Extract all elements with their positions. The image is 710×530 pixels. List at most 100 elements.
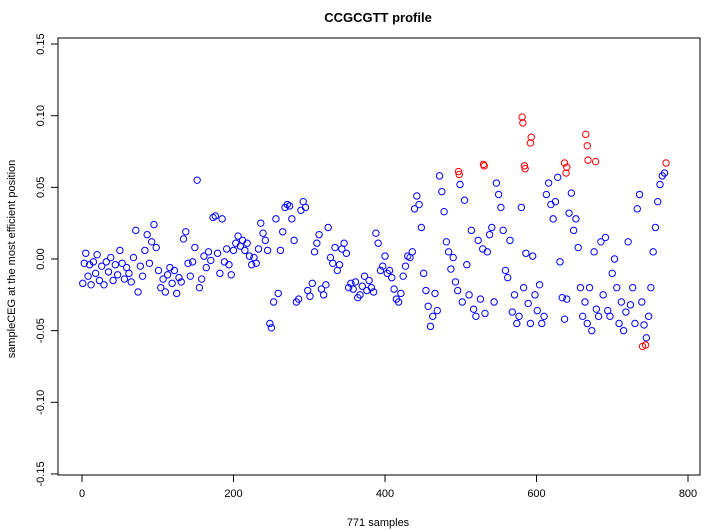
data-point-normal bbox=[481, 309, 489, 318]
data-point-normal bbox=[315, 230, 323, 239]
data-point-normal bbox=[524, 299, 532, 308]
data-point-normal bbox=[93, 251, 101, 259]
data-point-normal bbox=[576, 283, 585, 292]
y-tick-label: 0.10 bbox=[35, 105, 47, 126]
data-point-normal bbox=[324, 223, 332, 232]
data-point-normal bbox=[606, 312, 614, 321]
data-point-normal bbox=[549, 215, 557, 223]
data-point-normal bbox=[535, 281, 544, 289]
data-point-normal bbox=[87, 281, 95, 289]
data-point-normal bbox=[631, 319, 639, 328]
data-point-normal bbox=[594, 312, 603, 321]
y-tick-label: -0.05 bbox=[35, 318, 47, 343]
data-point-normal bbox=[163, 271, 172, 279]
data-point-normal bbox=[120, 275, 129, 283]
data-point-extreme bbox=[519, 119, 527, 127]
data-point-normal bbox=[585, 283, 594, 292]
data-point-extreme bbox=[455, 170, 463, 179]
data-point-normal bbox=[191, 243, 199, 252]
data-point-normal bbox=[285, 202, 294, 210]
data-point-normal bbox=[294, 295, 303, 303]
data-point-normal bbox=[447, 265, 455, 273]
data-point-normal bbox=[118, 259, 126, 267]
data-point-normal bbox=[540, 312, 548, 321]
data-point-normal bbox=[513, 319, 521, 328]
data-point-normal bbox=[340, 239, 348, 247]
data-point-normal bbox=[467, 226, 476, 235]
data-point-normal bbox=[635, 190, 644, 199]
data-point-normal bbox=[358, 282, 366, 290]
data-point-normal bbox=[413, 192, 421, 200]
data-point-normal bbox=[132, 226, 140, 235]
data-point-normal bbox=[408, 248, 416, 256]
data-point-extreme bbox=[563, 163, 571, 171]
data-point-normal bbox=[583, 319, 591, 328]
data-point-normal bbox=[349, 285, 357, 293]
data-point-extreme bbox=[454, 167, 463, 176]
data-point-normal bbox=[306, 292, 314, 300]
data-point-normal bbox=[601, 233, 610, 242]
data-point-normal bbox=[610, 255, 619, 263]
data-point-normal bbox=[456, 180, 464, 189]
data-point-extreme bbox=[662, 159, 670, 167]
data-point-normal bbox=[554, 173, 562, 182]
data-point-normal bbox=[563, 295, 571, 303]
data-point-normal bbox=[599, 291, 607, 299]
data-point-normal bbox=[440, 208, 448, 216]
data-point-normal bbox=[458, 298, 466, 306]
data-point-normal bbox=[202, 263, 210, 272]
data-point-normal bbox=[476, 295, 485, 303]
data-point-normal bbox=[424, 302, 432, 310]
data-point-normal bbox=[97, 262, 106, 270]
data-point-normal bbox=[654, 197, 662, 206]
data-point-normal bbox=[419, 269, 428, 278]
data-point-normal bbox=[617, 298, 626, 306]
x-tick-label: 0 bbox=[79, 488, 85, 500]
data-point-normal bbox=[134, 288, 142, 296]
data-point-normal bbox=[590, 248, 598, 256]
data-point-normal bbox=[342, 249, 351, 257]
chart-title: CCGCGTT profile bbox=[324, 10, 432, 25]
data-point-normal bbox=[431, 289, 439, 298]
data-point-normal bbox=[335, 261, 344, 269]
data-point-normal bbox=[84, 272, 92, 280]
data-point-normal bbox=[129, 253, 138, 262]
data-point-normal bbox=[147, 238, 156, 246]
data-point-normal bbox=[109, 276, 117, 285]
data-point-normal bbox=[474, 236, 482, 245]
data-point-normal bbox=[504, 273, 512, 282]
data-point-normal bbox=[360, 272, 369, 280]
data-point-normal bbox=[508, 308, 516, 316]
data-point-normal bbox=[494, 190, 503, 199]
data-point-normal bbox=[263, 246, 272, 255]
data-point-normal bbox=[172, 289, 181, 298]
data-point-normal bbox=[569, 226, 578, 235]
data-point-normal bbox=[257, 219, 265, 227]
data-point-normal bbox=[89, 258, 98, 266]
data-point-normal bbox=[506, 236, 514, 245]
data-point-normal bbox=[274, 289, 282, 298]
data-point-normal bbox=[195, 283, 204, 292]
y-tick-label: 0.00 bbox=[35, 248, 47, 269]
data-point-normal bbox=[310, 248, 319, 256]
data-point-normal bbox=[624, 238, 632, 246]
data-point-normal bbox=[435, 172, 444, 180]
data-point-normal bbox=[241, 246, 249, 255]
data-point-normal bbox=[397, 289, 405, 298]
data-point-normal bbox=[558, 293, 566, 302]
data-point-normal bbox=[213, 249, 222, 257]
data-point-normal bbox=[136, 262, 145, 270]
data-point-normal bbox=[322, 281, 330, 289]
data-point-normal bbox=[161, 288, 170, 296]
data-point-normal bbox=[374, 239, 382, 247]
data-point-normal bbox=[399, 272, 407, 280]
data-point-normal bbox=[111, 261, 120, 269]
data-point-normal bbox=[551, 197, 560, 206]
data-point-normal bbox=[186, 272, 195, 280]
data-point-extreme bbox=[562, 169, 570, 177]
data-point-normal bbox=[544, 179, 553, 187]
data-point-normal bbox=[227, 271, 235, 279]
data-point-normal bbox=[379, 262, 387, 270]
data-point-normal bbox=[104, 268, 113, 276]
data-point-normal bbox=[170, 266, 179, 275]
